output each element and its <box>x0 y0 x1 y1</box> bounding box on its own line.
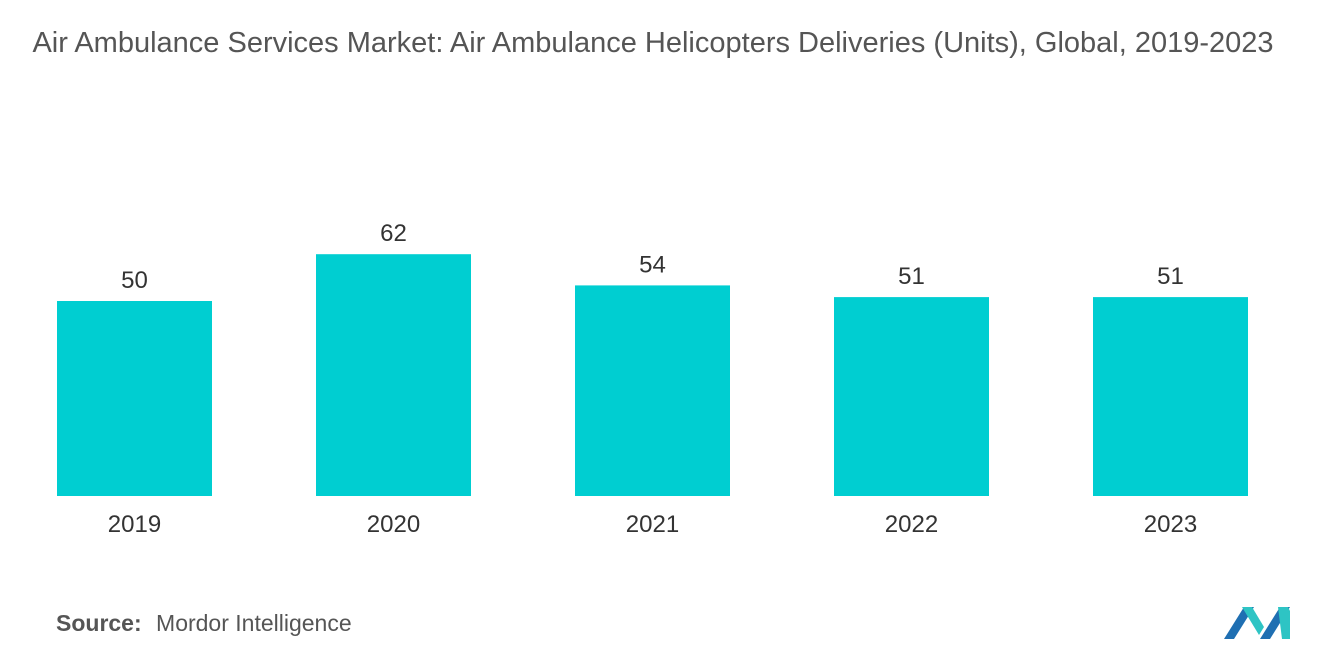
source-note: Source: Mordor Intelligence <box>56 610 352 637</box>
bar-chart: 50 62 54 51 51 2019 2020 2021 2022 2023 <box>57 220 1248 538</box>
mordor-intelligence-logo-icon <box>1224 607 1290 639</box>
bar-2022 <box>834 297 989 496</box>
chart-title: Air Ambulance Services Market: Air Ambul… <box>32 27 1274 59</box>
bar-2021 <box>575 285 730 496</box>
bar-2020 <box>316 254 471 496</box>
logo-left-stroke <box>1224 607 1254 639</box>
logo-mid-stroke <box>1242 607 1264 635</box>
value-labels-group: 50 62 54 51 51 <box>121 220 1184 294</box>
bars-group <box>57 254 1248 496</box>
source-label: Source: <box>56 610 142 636</box>
value-label-2020: 62 <box>380 220 407 247</box>
value-label-2019: 50 <box>121 267 148 294</box>
category-label-2023: 2023 <box>1144 511 1197 538</box>
category-label-2022: 2022 <box>885 511 938 538</box>
bar-2023 <box>1093 297 1248 496</box>
value-label-2023: 51 <box>1157 263 1184 290</box>
category-label-2021: 2021 <box>626 511 679 538</box>
category-label-2020: 2020 <box>367 511 420 538</box>
value-label-2021: 54 <box>639 251 666 278</box>
value-label-2022: 51 <box>898 263 925 290</box>
source-value: Mordor Intelligence <box>156 610 352 636</box>
category-labels-group: 2019 2020 2021 2022 2023 <box>108 511 1197 538</box>
bar-2019 <box>57 301 212 496</box>
category-label-2019: 2019 <box>108 511 161 538</box>
logo-right-fill <box>1278 607 1290 639</box>
